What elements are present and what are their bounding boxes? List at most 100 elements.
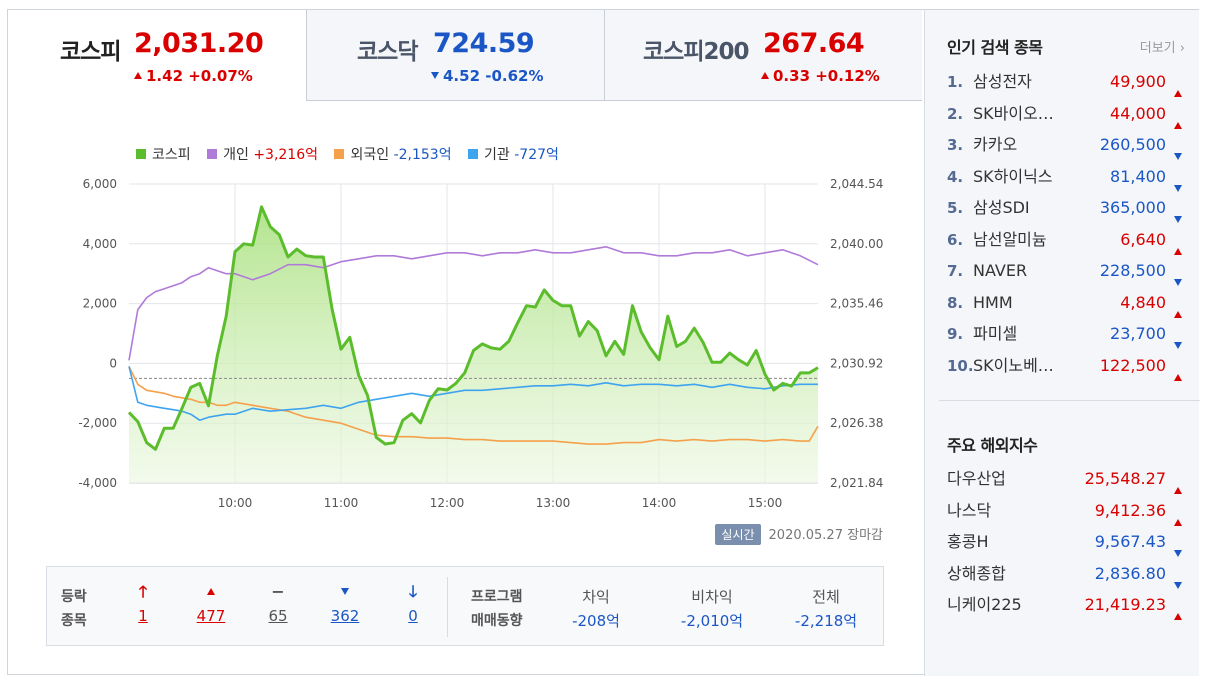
y-right-tick-label: 2,026.38: [830, 416, 883, 430]
market-widget: 코스피 2,031.20 1.42 +0.07% 코스닥 724.59 4.52…: [7, 9, 1200, 676]
index-price: 9,567.43: [1094, 532, 1166, 551]
more-link[interactable]: 더보기 ›: [1139, 41, 1185, 56]
stock-price: 260,500: [1099, 135, 1166, 154]
popular-item[interactable]: 10.SK이노베… 122,500: [947, 350, 1192, 382]
market-state: 장마감: [847, 528, 883, 543]
chart-date: 2020.05.27: [768, 528, 843, 543]
realtime-button[interactable]: 실시간: [715, 524, 761, 545]
rank-number: 9.: [947, 325, 964, 343]
tab-value: 2,031.20: [134, 28, 264, 59]
limit-down-count[interactable]: 🡓 0: [403, 583, 423, 626]
down-count[interactable]: 362: [327, 583, 363, 625]
chart-timestamp: 실시간 2020.05.27 장마감: [715, 524, 883, 545]
stock-name[interactable]: SK바이오…: [973, 103, 1054, 123]
popular-item[interactable]: 7. NAVER 228,500: [947, 255, 1192, 287]
world-index-item[interactable]: 나스닥 9,412.36: [947, 495, 1192, 527]
rank-number: 10.: [947, 356, 974, 375]
stock-name[interactable]: 카카오: [973, 135, 1018, 154]
panel-divider: [939, 400, 1200, 401]
stock-name[interactable]: 삼성SDI: [973, 198, 1030, 217]
popular-item[interactable]: 9. 파미셀 23,700: [947, 318, 1192, 350]
up-triangle-icon: [1174, 310, 1182, 318]
world-index-item[interactable]: 니케이225 21,419.23: [947, 589, 1192, 621]
stock-name[interactable]: HMM: [973, 292, 1013, 312]
stock-price: 122,500: [1099, 355, 1166, 375]
flat-count[interactable]: − 65: [263, 583, 293, 626]
down-triangle-icon: [1174, 153, 1182, 160]
stock-price: 44,000: [1110, 103, 1166, 123]
right-panel: 인기 검색 종목 더보기 › 1. 삼성전자 49,900 2. SK바이오… 44,00…: [924, 10, 1200, 676]
up-triangle-icon: [1174, 90, 1182, 97]
index-name[interactable]: 상해종합: [947, 563, 1006, 583]
up-triangle-icon: [761, 72, 769, 79]
series-line-2: [128, 366, 819, 445]
tab-kosdaq[interactable]: 코스닥 724.59 4.52 -0.62%: [306, 10, 604, 101]
legend-kospi: 코스피: [136, 147, 191, 163]
down-triangle-icon: [1174, 581, 1182, 589]
stock-name[interactable]: SK하이닉스: [973, 166, 1053, 186]
y-left-tick-label: 2,000: [83, 297, 117, 311]
index-name[interactable]: 니케이225: [947, 595, 1022, 614]
popular-item[interactable]: 5. 삼성SDI 365,000: [947, 192, 1192, 224]
popular-item[interactable]: 4. SK하이닉스 81,400: [947, 161, 1192, 193]
stock-name[interactable]: 남선알미늄: [973, 229, 1047, 249]
program-heading: 프로그램 매매동향: [471, 589, 523, 629]
kospi-area: [129, 206, 818, 483]
x-tick-label: 11:00: [324, 496, 359, 510]
popular-item[interactable]: 2. SK바이오… 44,000: [947, 98, 1192, 130]
index-name[interactable]: 다우산업: [947, 469, 1006, 488]
down-triangle-icon: [1174, 342, 1182, 349]
tab-kospi[interactable]: 코스피 2,031.20 1.42 +0.07%: [8, 10, 306, 101]
down-triangle-icon: [1174, 550, 1182, 557]
y-left-tick-label: -2,000: [78, 416, 117, 430]
tab-change: 1.42 +0.07%: [134, 67, 253, 85]
index-price: 2,836.80: [1094, 563, 1166, 583]
limit-up-arrow-icon: 🡑: [138, 582, 148, 601]
down-triangle-icon: [327, 583, 363, 601]
index-name[interactable]: 나스닥: [947, 500, 992, 520]
stock-name[interactable]: 파미셀: [973, 324, 1018, 343]
world-index-title: 주요 해외지수: [947, 436, 1038, 455]
down-triangle-icon: [1174, 279, 1182, 286]
series-line-3: [128, 366, 818, 422]
popular-item[interactable]: 3. 카카오 260,500: [947, 129, 1192, 161]
intraday-chart: 6,000 4,000 2,000 0 -2,000 -4,000 2,044.54 2,04…: [78, 177, 883, 510]
rank-number: 1.: [947, 73, 964, 91]
up-triangle-icon: [1174, 518, 1182, 526]
popular-item[interactable]: 6. 남선알미늄 6,640: [947, 224, 1192, 256]
legend-swatch: [207, 149, 218, 159]
stock-name[interactable]: 삼성전자: [973, 72, 1032, 91]
popular-item[interactable]: 1. 삼성전자 49,900: [947, 66, 1192, 98]
stock-price: 6,640: [1120, 229, 1166, 249]
stock-name[interactable]: NAVER: [973, 261, 1028, 280]
tab-name: 코스닥: [357, 39, 418, 65]
rank-number: 2.: [947, 104, 964, 123]
index-price: 9,412.36: [1094, 500, 1166, 520]
up-count[interactable]: 477: [193, 583, 229, 625]
index-price: 25,548.27: [1084, 469, 1166, 488]
up-triangle-icon: [134, 72, 142, 79]
breadth-heading: 등락 종목: [61, 589, 87, 629]
chart-legend: 코스피 개인 +3,216억 외국인 -2,153억 기관 -727억: [136, 144, 571, 164]
tab-name: 코스피200: [643, 39, 749, 65]
index-name[interactable]: 홍콩H: [947, 532, 989, 551]
world-index-item[interactable]: 홍콩H 9,567.43: [947, 526, 1192, 558]
popular-item[interactable]: 8. HMM 4,840: [947, 287, 1192, 319]
stock-price: 23,700: [1110, 324, 1166, 343]
rank-number: 5.: [947, 199, 964, 217]
stock-price: 49,900: [1110, 72, 1166, 91]
y-right-tick-label: 2,040.00: [830, 237, 883, 251]
world-index-item[interactable]: 상해종합 2,836.80: [947, 558, 1192, 590]
down-triangle-icon: [431, 72, 439, 79]
tab-kospi200[interactable]: 코스피200 267.64 0.33 +0.12%: [604, 10, 922, 101]
tab-value: 267.64: [763, 28, 865, 59]
market-breadth-box: 등락 종목 🡑 1 477 − 65 362 🡓 0: [46, 566, 884, 646]
up-triangle-icon: [1174, 247, 1182, 255]
x-tick-label: 10:00: [218, 496, 253, 510]
world-index-item[interactable]: 다우산업 25,548.27: [947, 463, 1192, 495]
y-left-tick-label: -4,000: [78, 476, 117, 490]
limit-up-count[interactable]: 🡑 1: [133, 582, 153, 626]
x-tick-label: 14:00: [642, 496, 677, 510]
x-tick-label: 13:00: [536, 496, 571, 510]
stock-name[interactable]: SK이노베…: [973, 355, 1054, 375]
